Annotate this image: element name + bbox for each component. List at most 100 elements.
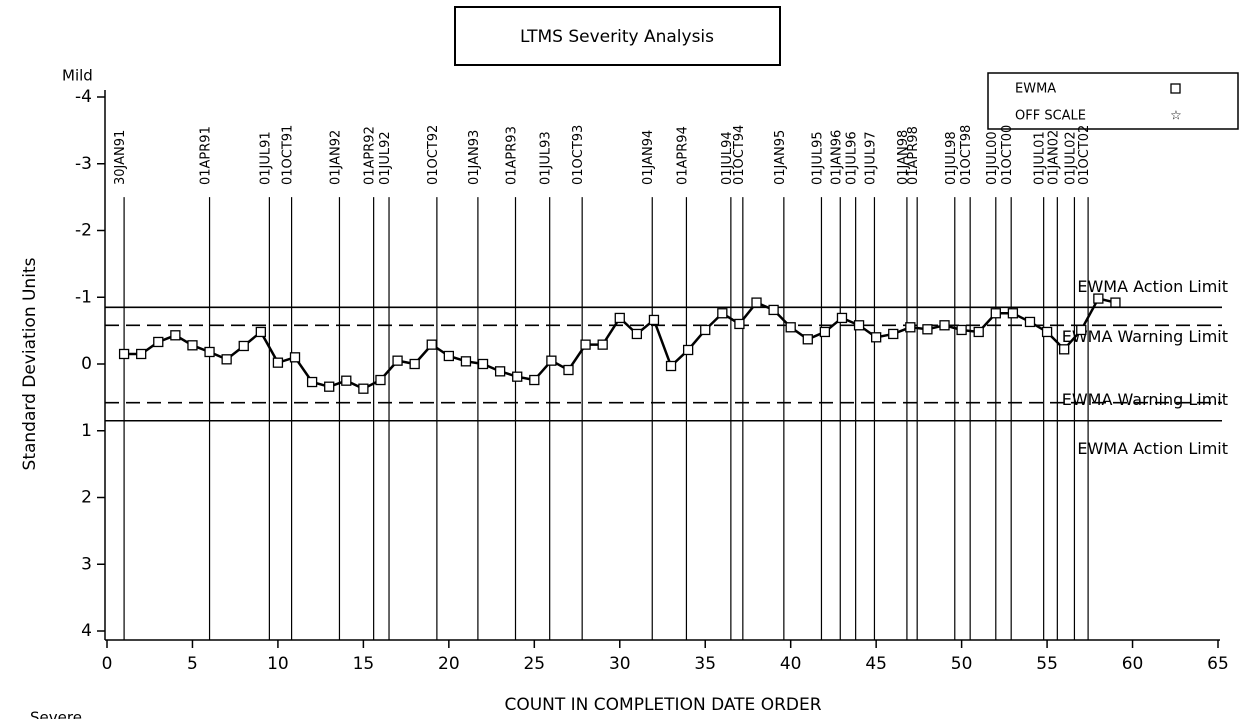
ewma-point — [272, 357, 284, 368]
date-label: 01OCT00 — [1000, 125, 1015, 185]
ewma-point — [597, 339, 608, 350]
x-tick-label: 0 — [102, 654, 113, 674]
date-label: 01JUL95 — [810, 131, 825, 185]
date-label: 01OCT91 — [281, 125, 296, 185]
date-label: 01APR93 — [505, 126, 520, 185]
ewma-point — [477, 358, 489, 370]
ewma-point — [255, 326, 266, 338]
ewma-point — [853, 320, 865, 331]
date-label: 01JAN93 — [467, 130, 482, 185]
ewma-point — [682, 344, 694, 356]
x-tick-label: 15 — [353, 654, 375, 674]
date-label: 01JUL96 — [845, 131, 860, 185]
ewma-point — [768, 304, 779, 316]
ewma-point — [700, 324, 711, 336]
ewma-point — [460, 356, 472, 367]
date-label: 01JAN98 — [896, 130, 911, 185]
ewma-point — [375, 374, 386, 386]
date-label: 01APR91 — [199, 126, 214, 185]
date-label: 01JAN96 — [829, 130, 844, 185]
ewma-point — [443, 350, 454, 362]
ewma-point — [563, 364, 574, 376]
date-label: 01OCT94 — [732, 125, 747, 185]
date-label: 01APR92 — [363, 126, 378, 185]
limit-label: EWMA Warning Limit — [1062, 390, 1228, 409]
ewma-point — [153, 336, 164, 348]
ewma-point — [956, 324, 967, 336]
date-label: 01OCT02 — [1077, 125, 1092, 185]
date-label: 01JAN94 — [641, 130, 656, 185]
date-label: 01JAN92 — [328, 130, 343, 185]
date-label: 01JUL98 — [944, 131, 959, 185]
ewma-point — [136, 348, 147, 360]
ewma-point — [922, 324, 933, 335]
legend-label: EWMA — [1015, 82, 1056, 97]
y-tick-label: 3 — [81, 554, 92, 574]
ewma-point — [631, 328, 643, 340]
ewma-point — [324, 381, 335, 392]
ewma-point — [392, 355, 403, 366]
ewma-point — [221, 354, 232, 365]
ewma-point — [289, 352, 301, 363]
y-tick-label: -3 — [75, 154, 92, 174]
x-tick-label: 45 — [865, 654, 887, 674]
ewma-point — [990, 308, 1001, 319]
limit-label: EWMA Warning Limit — [1062, 327, 1228, 346]
date-label: 01JUL02 — [1063, 131, 1078, 185]
date-label: 01JAN02 — [1046, 130, 1061, 185]
date-label: 01OCT92 — [426, 125, 441, 185]
ewma-point — [426, 339, 437, 350]
chart-title: LTMS Severity Analysis — [520, 27, 714, 47]
ewma-point — [580, 339, 591, 350]
ewma-point — [1041, 326, 1053, 338]
x-tick-label: 25 — [523, 654, 545, 674]
ewma-point — [751, 297, 762, 308]
legend — [987, 72, 1239, 130]
ewma-line — [124, 297, 1116, 391]
x-axis-label: COUNT IN COMPLETION DATE ORDER — [504, 695, 821, 715]
ewma-point — [512, 371, 523, 382]
date-label: 01OCT93 — [571, 125, 586, 185]
x-tick-label: 40 — [780, 654, 802, 674]
ewma-point — [939, 320, 950, 331]
y-top-label: Mild — [62, 67, 93, 85]
x-tick-label: 55 — [1036, 654, 1058, 674]
ewma-point — [118, 348, 130, 360]
y-tick-label: -4 — [75, 87, 92, 107]
y-tick-label: -2 — [75, 221, 92, 241]
x-tick-label: 60 — [1122, 654, 1144, 674]
ewma-point — [785, 322, 796, 333]
y-tick-label: 2 — [81, 488, 92, 508]
y-tick-label: -1 — [75, 287, 92, 307]
date-label: 01JUL91 — [258, 131, 273, 185]
ewma-point — [1059, 344, 1070, 355]
y-bottom-label: Severe — [30, 709, 82, 719]
limit-label: EWMA Action Limit — [1077, 439, 1228, 458]
ewma-point — [665, 360, 677, 372]
ewma-point — [1024, 316, 1036, 328]
ewma-point — [494, 366, 506, 377]
ewma-point — [802, 334, 813, 345]
ewma-point — [1076, 324, 1087, 336]
ewma-point — [819, 326, 831, 338]
ewma-point — [717, 308, 728, 319]
date-label: 01APR94 — [675, 126, 690, 185]
ewma-point — [648, 314, 660, 326]
x-tick-label: 30 — [609, 654, 631, 674]
title-box — [454, 6, 781, 66]
ewma-point — [341, 375, 352, 386]
ewma-point — [358, 383, 369, 394]
ewma-point — [614, 312, 625, 324]
x-tick-label: 35 — [694, 654, 716, 674]
ewma-point — [1110, 297, 1121, 308]
x-tick-label: 50 — [951, 654, 973, 674]
ewma-point — [529, 374, 540, 386]
date-label: 01JAN95 — [773, 130, 788, 185]
ewma-point — [871, 332, 882, 343]
date-label: 30JAN91 — [113, 130, 128, 185]
ewma-point — [306, 376, 318, 388]
ewma-point — [888, 328, 899, 340]
ewma-point — [204, 346, 215, 358]
ewma-point — [836, 312, 848, 324]
